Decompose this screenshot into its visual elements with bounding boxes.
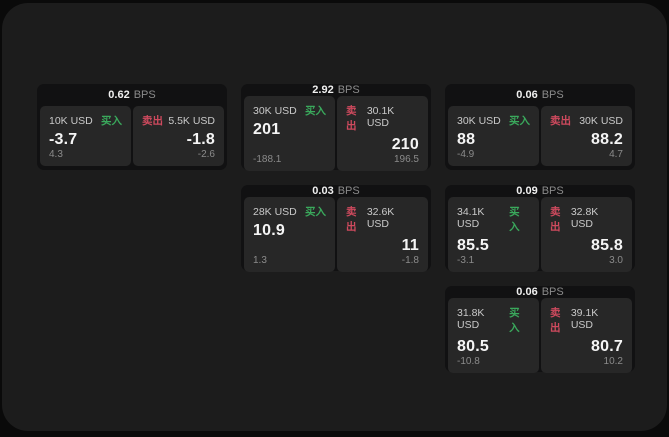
sell-panel[interactable]: 卖出 30K USD 88.2 4.7: [541, 106, 632, 166]
bps-unit-label: BPS: [541, 286, 564, 298]
buy-side-label: 买入: [101, 115, 122, 127]
bps-header: 0.03 BPS: [241, 185, 431, 197]
buy-side-label: 买入: [305, 105, 326, 117]
buy-price: 80.5: [457, 338, 489, 355]
buy-sub-value: 1.3: [253, 255, 267, 266]
quote-board: 0.62 BPS 10K USD 买入 -3.7 4.3 卖出 5.5K USD…: [2, 3, 667, 431]
buy-price: 85.5: [457, 237, 489, 254]
buy-panel[interactable]: 28K USD 买入 10.9 1.3: [244, 197, 335, 272]
buy-side-label: 买入: [509, 115, 530, 127]
buy-sub-value: -4.9: [457, 149, 475, 160]
sell-panel[interactable]: 卖出 30.1K USD 210 196.5: [337, 96, 428, 171]
buy-size-label: 34.1K USD: [457, 206, 485, 230]
quote-card: 0.09 BPS 34.1K USD 买入 85.5 -3.1 卖出 32.8K…: [445, 185, 635, 272]
bps-value: 0.06: [516, 89, 538, 101]
quote-card: 0.06 BPS 30K USD 买入 88 -4.9 卖出 30K USD 8…: [445, 84, 635, 170]
sell-panel[interactable]: 卖出 32.6K USD 11 -1.8: [337, 197, 428, 272]
buy-side-label: 买入: [509, 206, 520, 233]
buy-side-label: 买入: [305, 206, 326, 218]
buy-sell-panels: 31.8K USD 买入 80.5 -10.8 卖出 39.1K USD 80.…: [445, 298, 635, 377]
bps-header: 2.92 BPS: [241, 84, 431, 96]
sell-size-label: 39.1K USD: [570, 307, 599, 331]
buy-size-label: 28K USD: [253, 206, 297, 218]
bps-value: 0.09: [516, 185, 538, 197]
buy-panel[interactable]: 34.1K USD 买入 85.5 -3.1: [448, 197, 539, 272]
sell-side-label: 卖出: [346, 105, 357, 132]
bps-unit-label: BPS: [541, 89, 564, 101]
sell-price: 85.8: [591, 237, 623, 254]
sell-sub-value: 3.0: [609, 255, 623, 266]
sell-price: 80.7: [591, 338, 623, 355]
buy-size-label: 30K USD: [457, 115, 501, 127]
bps-value: 0.06: [516, 286, 538, 298]
bps-value: 0.62: [108, 89, 130, 101]
buy-sell-panels: 34.1K USD 买入 85.5 -3.1 卖出 32.8K USD 85.8…: [445, 197, 635, 276]
bps-value: 0.03: [312, 185, 334, 197]
bps-unit-label: BPS: [337, 185, 360, 197]
buy-panel[interactable]: 30K USD 买入 201 -188.1: [244, 96, 335, 171]
bps-unit-label: BPS: [541, 185, 564, 197]
sell-price: 88.2: [591, 131, 623, 148]
sell-side-label: 卖出: [142, 115, 163, 127]
buy-panel[interactable]: 31.8K USD 买入 80.5 -10.8: [448, 298, 539, 373]
buy-size-label: 30K USD: [253, 105, 297, 117]
buy-sub-value: -188.1: [253, 154, 282, 165]
sell-sub-value: -1.8: [401, 255, 419, 266]
buy-panel[interactable]: 10K USD 买入 -3.7 4.3: [40, 106, 131, 166]
buy-size-label: 31.8K USD: [457, 307, 485, 331]
sell-price: -1.8: [186, 131, 215, 148]
sell-side-label: 卖出: [346, 206, 357, 233]
sell-price: 210: [391, 136, 419, 153]
buy-sub-value: -3.1: [457, 255, 475, 266]
quote-card: 0.03 BPS 28K USD 买入 10.9 1.3 卖出 32.6K US…: [241, 185, 431, 272]
sell-panel[interactable]: 卖出 32.8K USD 85.8 3.0: [541, 197, 632, 272]
sell-price: 11: [401, 237, 419, 254]
buy-sell-panels: 28K USD 买入 10.9 1.3 卖出 32.6K USD 11 -1.8: [241, 197, 431, 276]
sell-panel[interactable]: 卖出 39.1K USD 80.7 10.2: [541, 298, 632, 373]
buy-sell-panels: 10K USD 买入 -3.7 4.3 卖出 5.5K USD -1.8 -2.…: [37, 106, 227, 170]
sell-sub-value: -2.6: [197, 149, 215, 160]
buy-price: 201: [253, 121, 281, 138]
buy-price: 88: [457, 131, 476, 148]
buy-sell-panels: 30K USD 买入 88 -4.9 卖出 30K USD 88.2 4.7: [445, 106, 635, 170]
sell-size-label: 30.1K USD: [366, 105, 395, 129]
quote-card: 0.06 BPS 31.8K USD 买入 80.5 -10.8 卖出 39.1…: [445, 286, 635, 373]
quote-card: 0.62 BPS 10K USD 买入 -3.7 4.3 卖出 5.5K USD…: [37, 84, 227, 170]
sell-sub-value: 4.7: [609, 149, 623, 160]
buy-sub-value: 4.3: [49, 149, 63, 160]
sell-size-label: 5.5K USD: [168, 115, 215, 127]
sell-size-label: 30K USD: [579, 115, 623, 127]
bps-value: 2.92: [312, 84, 334, 96]
bps-unit-label: BPS: [133, 89, 156, 101]
sell-side-label: 卖出: [550, 115, 571, 127]
sell-side-label: 卖出: [550, 206, 561, 233]
bps-header: 0.06 BPS: [445, 286, 635, 298]
bps-header: 0.62 BPS: [37, 84, 227, 106]
buy-sub-value: -10.8: [457, 356, 480, 367]
sell-panel[interactable]: 卖出 5.5K USD -1.8 -2.6: [133, 106, 224, 166]
quote-card: 2.92 BPS 30K USD 买入 201 -188.1 卖出 30.1K …: [241, 84, 431, 171]
bps-header: 0.06 BPS: [445, 84, 635, 106]
buy-price: 10.9: [253, 222, 285, 239]
buy-price: -3.7: [49, 131, 78, 148]
sell-sub-value: 196.5: [393, 154, 419, 165]
sell-size-label: 32.8K USD: [570, 206, 599, 230]
sell-sub-value: 10.2: [603, 356, 623, 367]
sell-side-label: 卖出: [550, 307, 561, 334]
buy-panel[interactable]: 30K USD 买入 88 -4.9: [448, 106, 539, 166]
sell-size-label: 32.6K USD: [366, 206, 395, 230]
buy-size-label: 10K USD: [49, 115, 93, 127]
buy-sell-panels: 30K USD 买入 201 -188.1 卖出 30.1K USD 210 1…: [241, 96, 431, 175]
buy-side-label: 买入: [509, 307, 520, 334]
card-grid: 0.62 BPS 10K USD 买入 -3.7 4.3 卖出 5.5K USD…: [37, 84, 635, 373]
bps-unit-label: BPS: [337, 84, 360, 96]
bps-header: 0.09 BPS: [445, 185, 635, 197]
